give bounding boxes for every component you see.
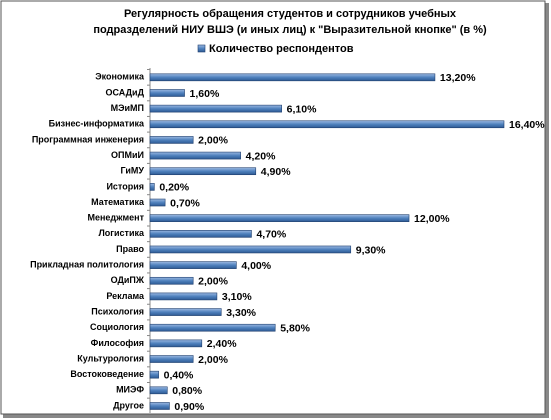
value-label: 4,20% bbox=[246, 150, 276, 162]
bar bbox=[149, 308, 222, 316]
category-label: ГиМУ bbox=[120, 166, 144, 176]
category-label: Культурология bbox=[77, 353, 144, 363]
value-label: 4,00% bbox=[241, 260, 271, 272]
bar bbox=[149, 402, 170, 410]
bar bbox=[149, 183, 155, 191]
category-label: МЭиМП bbox=[111, 103, 144, 113]
legend-swatch bbox=[197, 44, 206, 53]
bar bbox=[149, 323, 276, 332]
category-label: Прикладная политология bbox=[30, 260, 144, 270]
value-label: 4,90% bbox=[261, 166, 291, 178]
bar bbox=[149, 198, 166, 207]
category-label: Менеджмент bbox=[87, 213, 144, 223]
value-label: 1,60% bbox=[190, 88, 220, 100]
value-label: 2,40% bbox=[207, 338, 237, 350]
value-label: 9,30% bbox=[356, 244, 386, 256]
value-label: 0,80% bbox=[172, 385, 202, 397]
chart-title: подразделений НИУ ВШЭ (и иных лиц) к "Вы… bbox=[93, 24, 487, 36]
value-label: 2,00% bbox=[198, 135, 228, 147]
value-label: 4,70% bbox=[256, 229, 286, 241]
category-label: Философия bbox=[91, 338, 144, 348]
category-label: Востоковедение bbox=[70, 369, 144, 379]
bar bbox=[149, 386, 168, 395]
bar bbox=[149, 89, 185, 97]
category-label: Психология bbox=[91, 306, 144, 316]
bar bbox=[149, 73, 436, 82]
category-label: Право bbox=[116, 244, 144, 254]
value-label: 6,10% bbox=[287, 103, 317, 115]
bar bbox=[149, 370, 159, 379]
category-label: ОСАДиД bbox=[106, 87, 145, 97]
value-label: 16,40% bbox=[509, 119, 545, 131]
value-label: 0,90% bbox=[174, 401, 204, 413]
bar bbox=[149, 292, 218, 301]
value-label: 0,20% bbox=[159, 182, 189, 194]
value-label: 2,00% bbox=[198, 276, 228, 288]
bar bbox=[149, 261, 237, 269]
bar bbox=[149, 276, 194, 285]
bar bbox=[149, 245, 352, 254]
bar bbox=[149, 230, 252, 238]
value-label: 5,80% bbox=[280, 323, 310, 335]
bar bbox=[149, 167, 257, 176]
legend-label: Количество респондентов bbox=[209, 43, 354, 55]
value-label: 0,40% bbox=[164, 369, 194, 381]
bar bbox=[149, 355, 194, 363]
value-label: 0,70% bbox=[170, 197, 200, 209]
bar bbox=[149, 120, 505, 129]
category-label: Социология bbox=[90, 322, 144, 332]
bar bbox=[149, 214, 410, 222]
value-label: 13,20% bbox=[440, 72, 476, 84]
category-label: Экономика bbox=[95, 72, 145, 82]
category-label: Программная инженерия bbox=[32, 134, 144, 144]
category-label: ОПМиИ bbox=[111, 150, 144, 160]
value-label: 3,30% bbox=[226, 307, 256, 319]
category-label: Логистика bbox=[98, 228, 145, 238]
value-label: 2,00% bbox=[198, 354, 228, 366]
category-label: МИЭФ bbox=[116, 385, 144, 395]
frame bbox=[0, 0, 546, 415]
value-label: 3,10% bbox=[222, 291, 252, 303]
bar bbox=[149, 136, 194, 144]
category-label: Математика bbox=[91, 197, 145, 207]
bar bbox=[149, 151, 241, 160]
bar bbox=[149, 104, 282, 113]
category-label: История bbox=[106, 181, 144, 191]
category-label: Другое bbox=[113, 400, 144, 410]
category-label: Бизнес-информатика bbox=[49, 119, 145, 129]
category-label: Реклама bbox=[106, 291, 145, 301]
category-label: ОДиПЖ bbox=[111, 275, 145, 285]
chart-title: Регулярность обращения студентов и сотру… bbox=[124, 8, 457, 20]
value-label: 12,00% bbox=[414, 213, 450, 225]
bar bbox=[149, 339, 203, 348]
